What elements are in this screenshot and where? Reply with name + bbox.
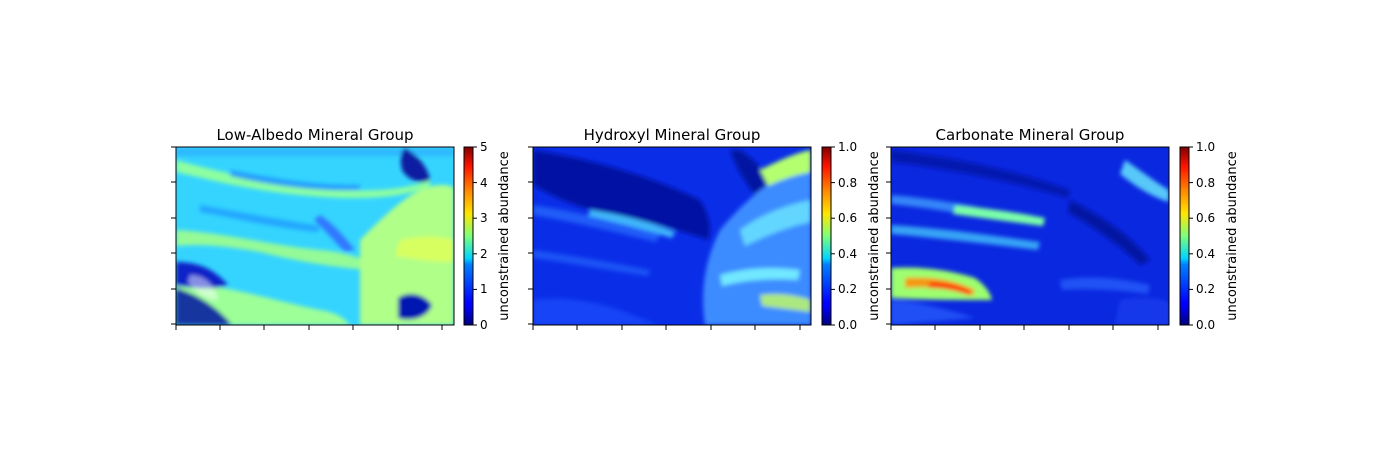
tick-label: 0.8 [1196,176,1215,190]
colorbar-ticks [831,146,835,326]
colorbar-ticks [473,146,477,326]
tick-label: 0 [480,318,488,332]
colorbar-label: unconstrained abundance [497,151,512,321]
y-axis-ticks [886,146,891,325]
x-axis-ticks [532,325,801,330]
tick-label: 0.6 [1196,211,1215,225]
colorbar: 1.0 0.8 0.6 0.4 0.2 0.0 unconstrained ab… [821,140,882,332]
y-axis-ticks [171,146,176,325]
tick-label: 0.2 [838,282,857,296]
tick-label: 1.0 [838,140,857,154]
panel-low-albedo: Low-Albedo Mineral Group [171,126,512,332]
tick-label: 1 [480,282,488,296]
colorbar-tick-labels: 5 4 3 2 1 0 [480,140,488,332]
tick-label: 0.8 [838,176,857,190]
panel-title: Hydroxyl Mineral Group [584,126,761,144]
tick-label: 0.0 [838,318,857,332]
plot-frame [532,146,812,326]
colorbar-label: unconstrained abundance [867,151,882,321]
x-axis-ticks [890,325,1159,330]
colorbar-tick-labels: 1.0 0.8 0.6 0.4 0.2 0.0 [1196,140,1215,332]
tick-label: 5 [480,140,488,154]
colorbar-label: unconstrained abundance [1225,151,1240,321]
colorbar-gradient [463,146,474,326]
tick-label: 0.6 [838,211,857,225]
y-axis-ticks [528,146,533,325]
plot-frame [890,146,1170,326]
panel-title: Low-Albedo Mineral Group [216,126,413,144]
tick-label: 0.4 [838,247,857,261]
tick-label: 0.2 [1196,282,1215,296]
colorbar: 1.0 0.8 0.6 0.4 0.2 0.0 unconstrained ab… [1179,140,1240,332]
tick-label: 4 [480,176,488,190]
colorbar-gradient [1179,146,1190,326]
colorbar: 5 4 3 2 1 0 unconstrained abundance [463,140,512,332]
colorbar-gradient [821,146,832,326]
tick-label: 1.0 [1196,140,1215,154]
tick-label: 3 [480,211,488,225]
panel-title: Carbonate Mineral Group [936,126,1125,144]
tick-label: 0.4 [1196,247,1215,261]
panel-carbonate: Carbonate Mineral Group [886,126,1240,332]
plot-frame [175,146,455,326]
x-axis-ticks [175,325,443,330]
colorbar-tick-labels: 1.0 0.8 0.6 0.4 0.2 0.0 [838,140,857,332]
heatmap-image [533,147,811,325]
tick-label: 0.0 [1196,318,1215,332]
heatmap-image [176,147,454,325]
tick-label: 2 [480,247,488,261]
colorbar-ticks [1189,146,1193,326]
panel-hydroxyl: Hydroxyl Mineral Group [528,126,882,332]
heatmap-image [891,147,1169,325]
